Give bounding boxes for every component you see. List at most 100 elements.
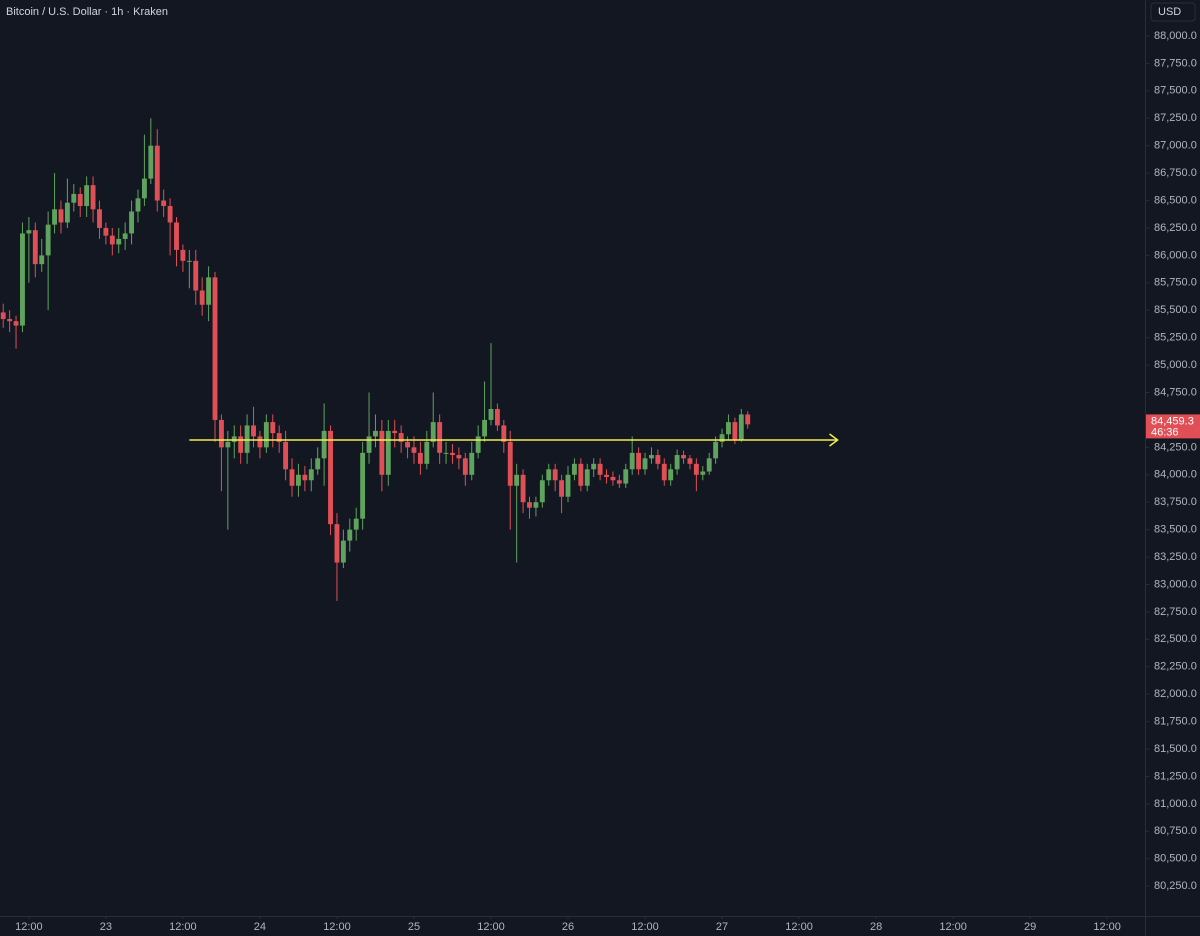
- candle-body: [738, 414, 744, 440]
- candle-body: [257, 436, 263, 448]
- candle-body: [148, 145, 154, 179]
- candle-body: [469, 452, 475, 475]
- candle-body: [276, 433, 282, 442]
- y-tick-label: 83,000.0: [1154, 578, 1197, 590]
- candle-body: [308, 469, 314, 481]
- candle-body: [661, 463, 667, 481]
- candle-body: [539, 480, 545, 503]
- candle-body: [109, 235, 115, 245]
- candle-body: [0, 312, 6, 320]
- x-tick-label: 23: [100, 921, 112, 933]
- candle-body: [71, 193, 77, 203]
- candle-body: [462, 458, 468, 475]
- candle-body: [129, 211, 135, 234]
- currency-button[interactable]: [1150, 2, 1196, 22]
- x-tick-label: 27: [716, 921, 728, 933]
- candle-body: [616, 480, 622, 484]
- x-tick-label: 12:00: [477, 921, 505, 933]
- candle-body: [84, 185, 90, 207]
- x-tick-label: 12:00: [15, 921, 43, 933]
- y-tick-label: 83,750.0: [1154, 496, 1197, 508]
- currency-label[interactable]: USD: [1158, 6, 1181, 18]
- candle-body: [546, 469, 552, 481]
- candle-body: [417, 452, 423, 464]
- y-tick-label: 85,000.0: [1154, 359, 1197, 371]
- candle-body: [700, 471, 706, 475]
- y-tick-label: 82,750.0: [1154, 606, 1197, 618]
- candle-body: [385, 430, 391, 475]
- y-tick-label: 85,250.0: [1154, 332, 1197, 344]
- candle-body: [206, 277, 212, 305]
- y-tick-label: 82,000.0: [1154, 688, 1197, 700]
- candle-body: [135, 198, 141, 212]
- candle-body: [174, 222, 179, 250]
- candle-body: [340, 540, 346, 563]
- candle-body: [193, 260, 199, 291]
- candle-body: [315, 458, 321, 470]
- x-tick-label: 28: [870, 921, 882, 933]
- candle-body: [623, 469, 629, 484]
- y-tick-label: 84,750.0: [1154, 386, 1197, 398]
- candle-body: [450, 452, 455, 456]
- candle-body: [642, 458, 648, 470]
- candle-body: [668, 469, 674, 481]
- x-tick-label: 12:00: [631, 921, 659, 933]
- x-tick-label: 12:00: [785, 921, 813, 933]
- y-tick-label: 85,750.0: [1154, 277, 1197, 289]
- candle-body: [604, 474, 609, 477]
- y-tick-label: 81,500.0: [1154, 743, 1197, 755]
- candle-body: [180, 249, 186, 261]
- candle-body: [122, 233, 128, 239]
- candle-body: [706, 458, 712, 472]
- y-tick-label: 87,500.0: [1154, 85, 1197, 97]
- y-tick-label: 80,500.0: [1154, 853, 1197, 865]
- candle-body: [238, 436, 244, 453]
- candle-body: [636, 452, 642, 470]
- candle-body: [430, 422, 436, 442]
- candle-body: [732, 422, 738, 440]
- candle-body: [475, 436, 481, 453]
- x-tick-label: 12:00: [323, 921, 351, 933]
- candle-body: [225, 441, 231, 448]
- y-tick-label: 84,000.0: [1154, 469, 1197, 481]
- candle-body: [116, 238, 122, 245]
- candle-body: [283, 441, 289, 470]
- candle-body: [26, 230, 32, 234]
- candle-body: [321, 430, 327, 459]
- candle-body: [726, 422, 731, 435]
- candle-body: [552, 469, 558, 481]
- candle-body: [488, 408, 494, 420]
- candle-body: [591, 463, 597, 470]
- candle-body: [507, 441, 513, 486]
- candle-body: [597, 463, 603, 475]
- candle-body: [424, 441, 430, 464]
- candle-body: [141, 178, 147, 199]
- last-price-box: [1146, 414, 1200, 439]
- candle-body: [693, 463, 699, 475]
- candle-body: [482, 419, 488, 437]
- candle-body: [398, 433, 404, 442]
- y-tick-label: 87,000.0: [1154, 140, 1197, 152]
- candle-body: [7, 319, 13, 322]
- candle-body: [533, 502, 539, 508]
- last-price-label: 84,459.3: [1151, 415, 1194, 427]
- candle-body: [713, 441, 719, 459]
- candle-body: [501, 425, 507, 442]
- candle-body: [353, 518, 359, 530]
- candle-body: [334, 524, 340, 563]
- candle-body: [584, 469, 590, 486]
- y-tick-label: 87,250.0: [1154, 112, 1197, 124]
- y-tick-label: 85,500.0: [1154, 304, 1197, 316]
- candle-body: [20, 233, 25, 326]
- y-tick-label: 82,250.0: [1154, 661, 1197, 673]
- y-tick-label: 88,000.0: [1154, 30, 1197, 42]
- candle-body: [443, 452, 449, 454]
- candle-body: [366, 436, 372, 453]
- candle-body: [379, 430, 385, 475]
- candle-body: [494, 408, 500, 426]
- candle-body: [64, 202, 70, 223]
- candle-body: [289, 469, 295, 486]
- candle-body: [77, 193, 83, 207]
- candle-body: [39, 255, 45, 265]
